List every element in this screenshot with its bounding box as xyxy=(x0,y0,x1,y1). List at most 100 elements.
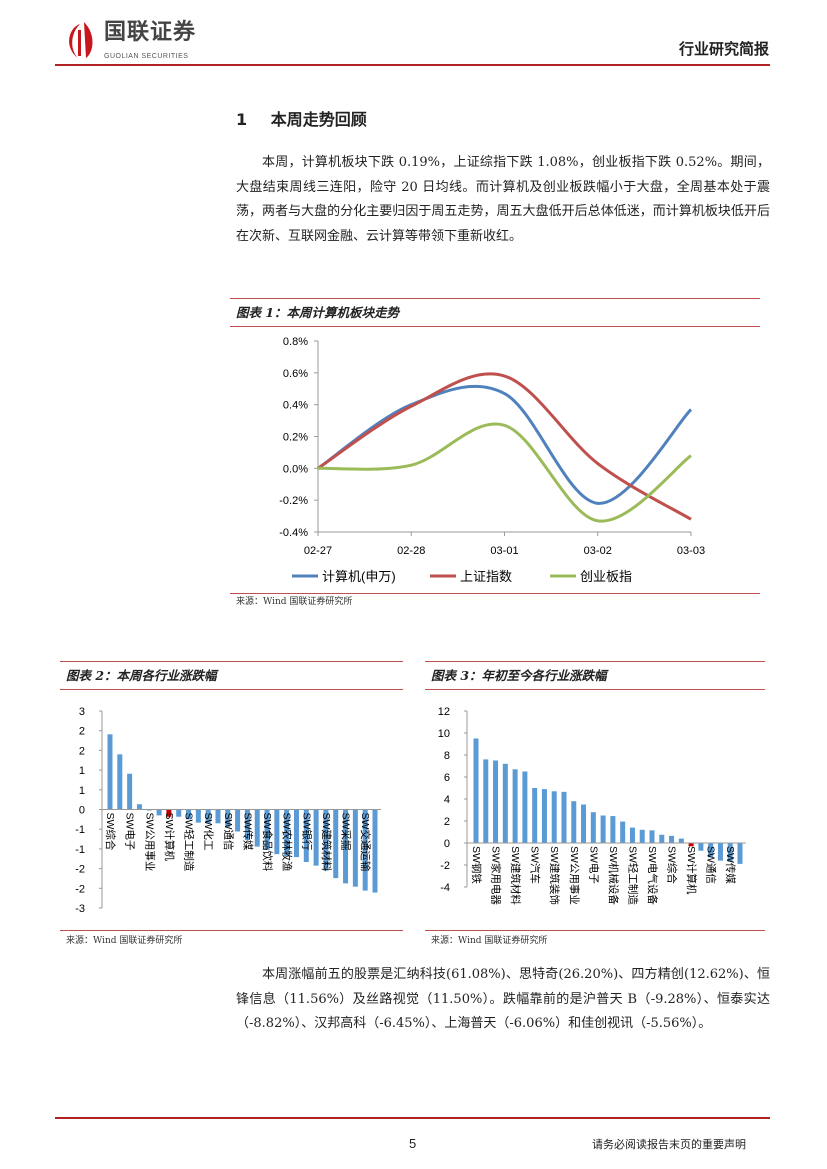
y-tick-label: -2 xyxy=(75,883,85,895)
bar xyxy=(610,816,616,843)
x-tick-label: SW化工 xyxy=(202,813,215,851)
legend-label: 创业板指 xyxy=(580,569,632,584)
figure2-top-rule xyxy=(60,661,403,662)
bar-chart-ytd: 12 10 8 6 4 2 0 -2 -4 SW钢铁 SW家用电器 SW建筑材料 SW汽车 SW建筑装饰 S… xyxy=(438,706,746,905)
bar xyxy=(473,738,479,843)
x-tick-label: SW银行 xyxy=(300,813,313,851)
x-tick-label: SW计算机 xyxy=(685,846,698,895)
bar xyxy=(590,812,596,843)
bar xyxy=(254,809,260,847)
bar xyxy=(225,809,231,827)
legend-label: 上证指数 xyxy=(460,569,512,584)
x-tick-label: SW计算机 xyxy=(163,813,176,862)
bar xyxy=(688,843,694,847)
bar xyxy=(639,829,645,843)
bar xyxy=(313,809,319,866)
bar xyxy=(352,809,358,887)
y-tick-label: 8 xyxy=(444,750,450,762)
x-tick-label: 03-03 xyxy=(677,545,705,557)
figure1-source: 来源：Wind 国联证券研究所 xyxy=(236,597,353,607)
logo-text-en: GUOLIAN SECURITIES xyxy=(104,53,189,60)
x-tick-label: SW汽车 xyxy=(529,846,542,884)
x-tick-label: SW通信 xyxy=(222,813,234,851)
bar xyxy=(493,760,499,843)
bar-chart-weekly: 3 2 2 1 1 0 -1 -1 -2 -2 -3 SW综合 SW电子 SW公用事业 SW计算机 SW轻工制… xyxy=(75,706,381,915)
series-line xyxy=(317,422,692,523)
figure2-title: 图表 2：本周各行业涨跌幅 xyxy=(66,668,217,683)
y-tick-label: 10 xyxy=(438,728,450,740)
company-logo: 国联证券 GUOLIAN SECURITIES xyxy=(60,20,230,64)
bar xyxy=(551,791,557,843)
bar xyxy=(532,788,538,843)
x-tick-label: SW采掘 xyxy=(340,813,353,851)
x-tick-label: SW家用电器 xyxy=(490,846,503,905)
figure1-top-rule xyxy=(230,298,760,299)
figure3-title: 图表 3：年初至今各行业涨跌幅 xyxy=(431,668,607,683)
header-divider xyxy=(55,64,770,66)
logo-mark-icon xyxy=(69,22,93,58)
bar xyxy=(659,834,665,843)
bar xyxy=(244,809,250,841)
bar xyxy=(235,809,241,832)
bar xyxy=(649,830,655,843)
y-tick-label: 1 xyxy=(79,785,85,797)
bar xyxy=(717,843,723,861)
x-tick-label: SW公用事业 xyxy=(143,813,156,872)
figure1-title: 图表 1：本周计算机板块走势 xyxy=(236,305,400,320)
y-tick-label: -2 xyxy=(75,864,85,876)
footer-disclaimer: 请务必阅读报告末页的重要声明 xyxy=(592,1138,746,1151)
y-tick-label: 2 xyxy=(79,726,85,738)
y-tick-label: -3 xyxy=(75,903,85,915)
x-tick-label: SW传媒 xyxy=(724,846,737,884)
x-tick-label: SW农林牧渔 xyxy=(281,813,294,872)
bar xyxy=(629,827,635,843)
line-chart: 0.8% 0.6% 0.4% 0.2% 0.0% -0.2% -0.4% 02-27 02-28… xyxy=(279,336,705,584)
bar xyxy=(293,809,299,858)
bar xyxy=(698,843,704,851)
y-tick-label: -1 xyxy=(75,844,85,856)
page-number: 5 xyxy=(409,1136,417,1151)
x-tick-label: 03-02 xyxy=(584,545,612,557)
section-number: 1 xyxy=(236,110,248,129)
y-tick-label: 0.2% xyxy=(283,432,308,444)
bar xyxy=(284,809,290,857)
x-tick-label: SW综合 xyxy=(104,813,117,851)
bar xyxy=(205,809,211,824)
bar xyxy=(343,809,349,884)
bar xyxy=(333,809,339,879)
x-tick-label: SW食品饮料 xyxy=(261,813,274,872)
y-tick-label: 2 xyxy=(79,745,85,757)
intro-paragraph: 本周，计算机板块下跌 0.19%，上证综指下跌 1.08%，创业板指下跌 0.5… xyxy=(236,155,770,244)
bar xyxy=(136,804,142,810)
figure2-bottom-rule xyxy=(60,930,403,931)
y-tick-label: 0 xyxy=(444,838,450,850)
y-tick-label: 4 xyxy=(444,794,450,806)
bar xyxy=(372,809,378,893)
y-tick-label: 0.0% xyxy=(283,463,308,475)
y-tick-label: 12 xyxy=(438,706,450,718)
bar xyxy=(107,734,113,810)
bar xyxy=(215,809,221,824)
figure3-title-rule xyxy=(425,689,765,690)
bar xyxy=(541,789,547,843)
y-tick-label: 0 xyxy=(79,805,85,817)
bar xyxy=(303,809,309,863)
y-tick-label: 0.6% xyxy=(283,368,308,380)
y-tick-label: 3 xyxy=(79,706,85,718)
bar xyxy=(708,843,714,858)
bar xyxy=(186,809,192,820)
bar xyxy=(727,843,733,862)
summary-paragraph: 本周涨幅前五的股票是汇纳科技(61.08%)、思特奇(26.20%)、四方精创(… xyxy=(236,967,770,1031)
x-tick-label: SW建筑材料 xyxy=(320,813,333,872)
x-tick-label: SW建筑装饰 xyxy=(548,846,561,905)
x-tick-label: SW通信 xyxy=(705,846,717,884)
bar xyxy=(362,809,368,891)
x-tick-label: SW交通运输 xyxy=(359,813,372,872)
bar xyxy=(678,838,684,843)
document-type: 行业研究简报 xyxy=(678,40,769,58)
bar xyxy=(156,809,162,816)
bar xyxy=(620,821,626,843)
series-line xyxy=(317,372,692,521)
bar xyxy=(176,809,182,817)
